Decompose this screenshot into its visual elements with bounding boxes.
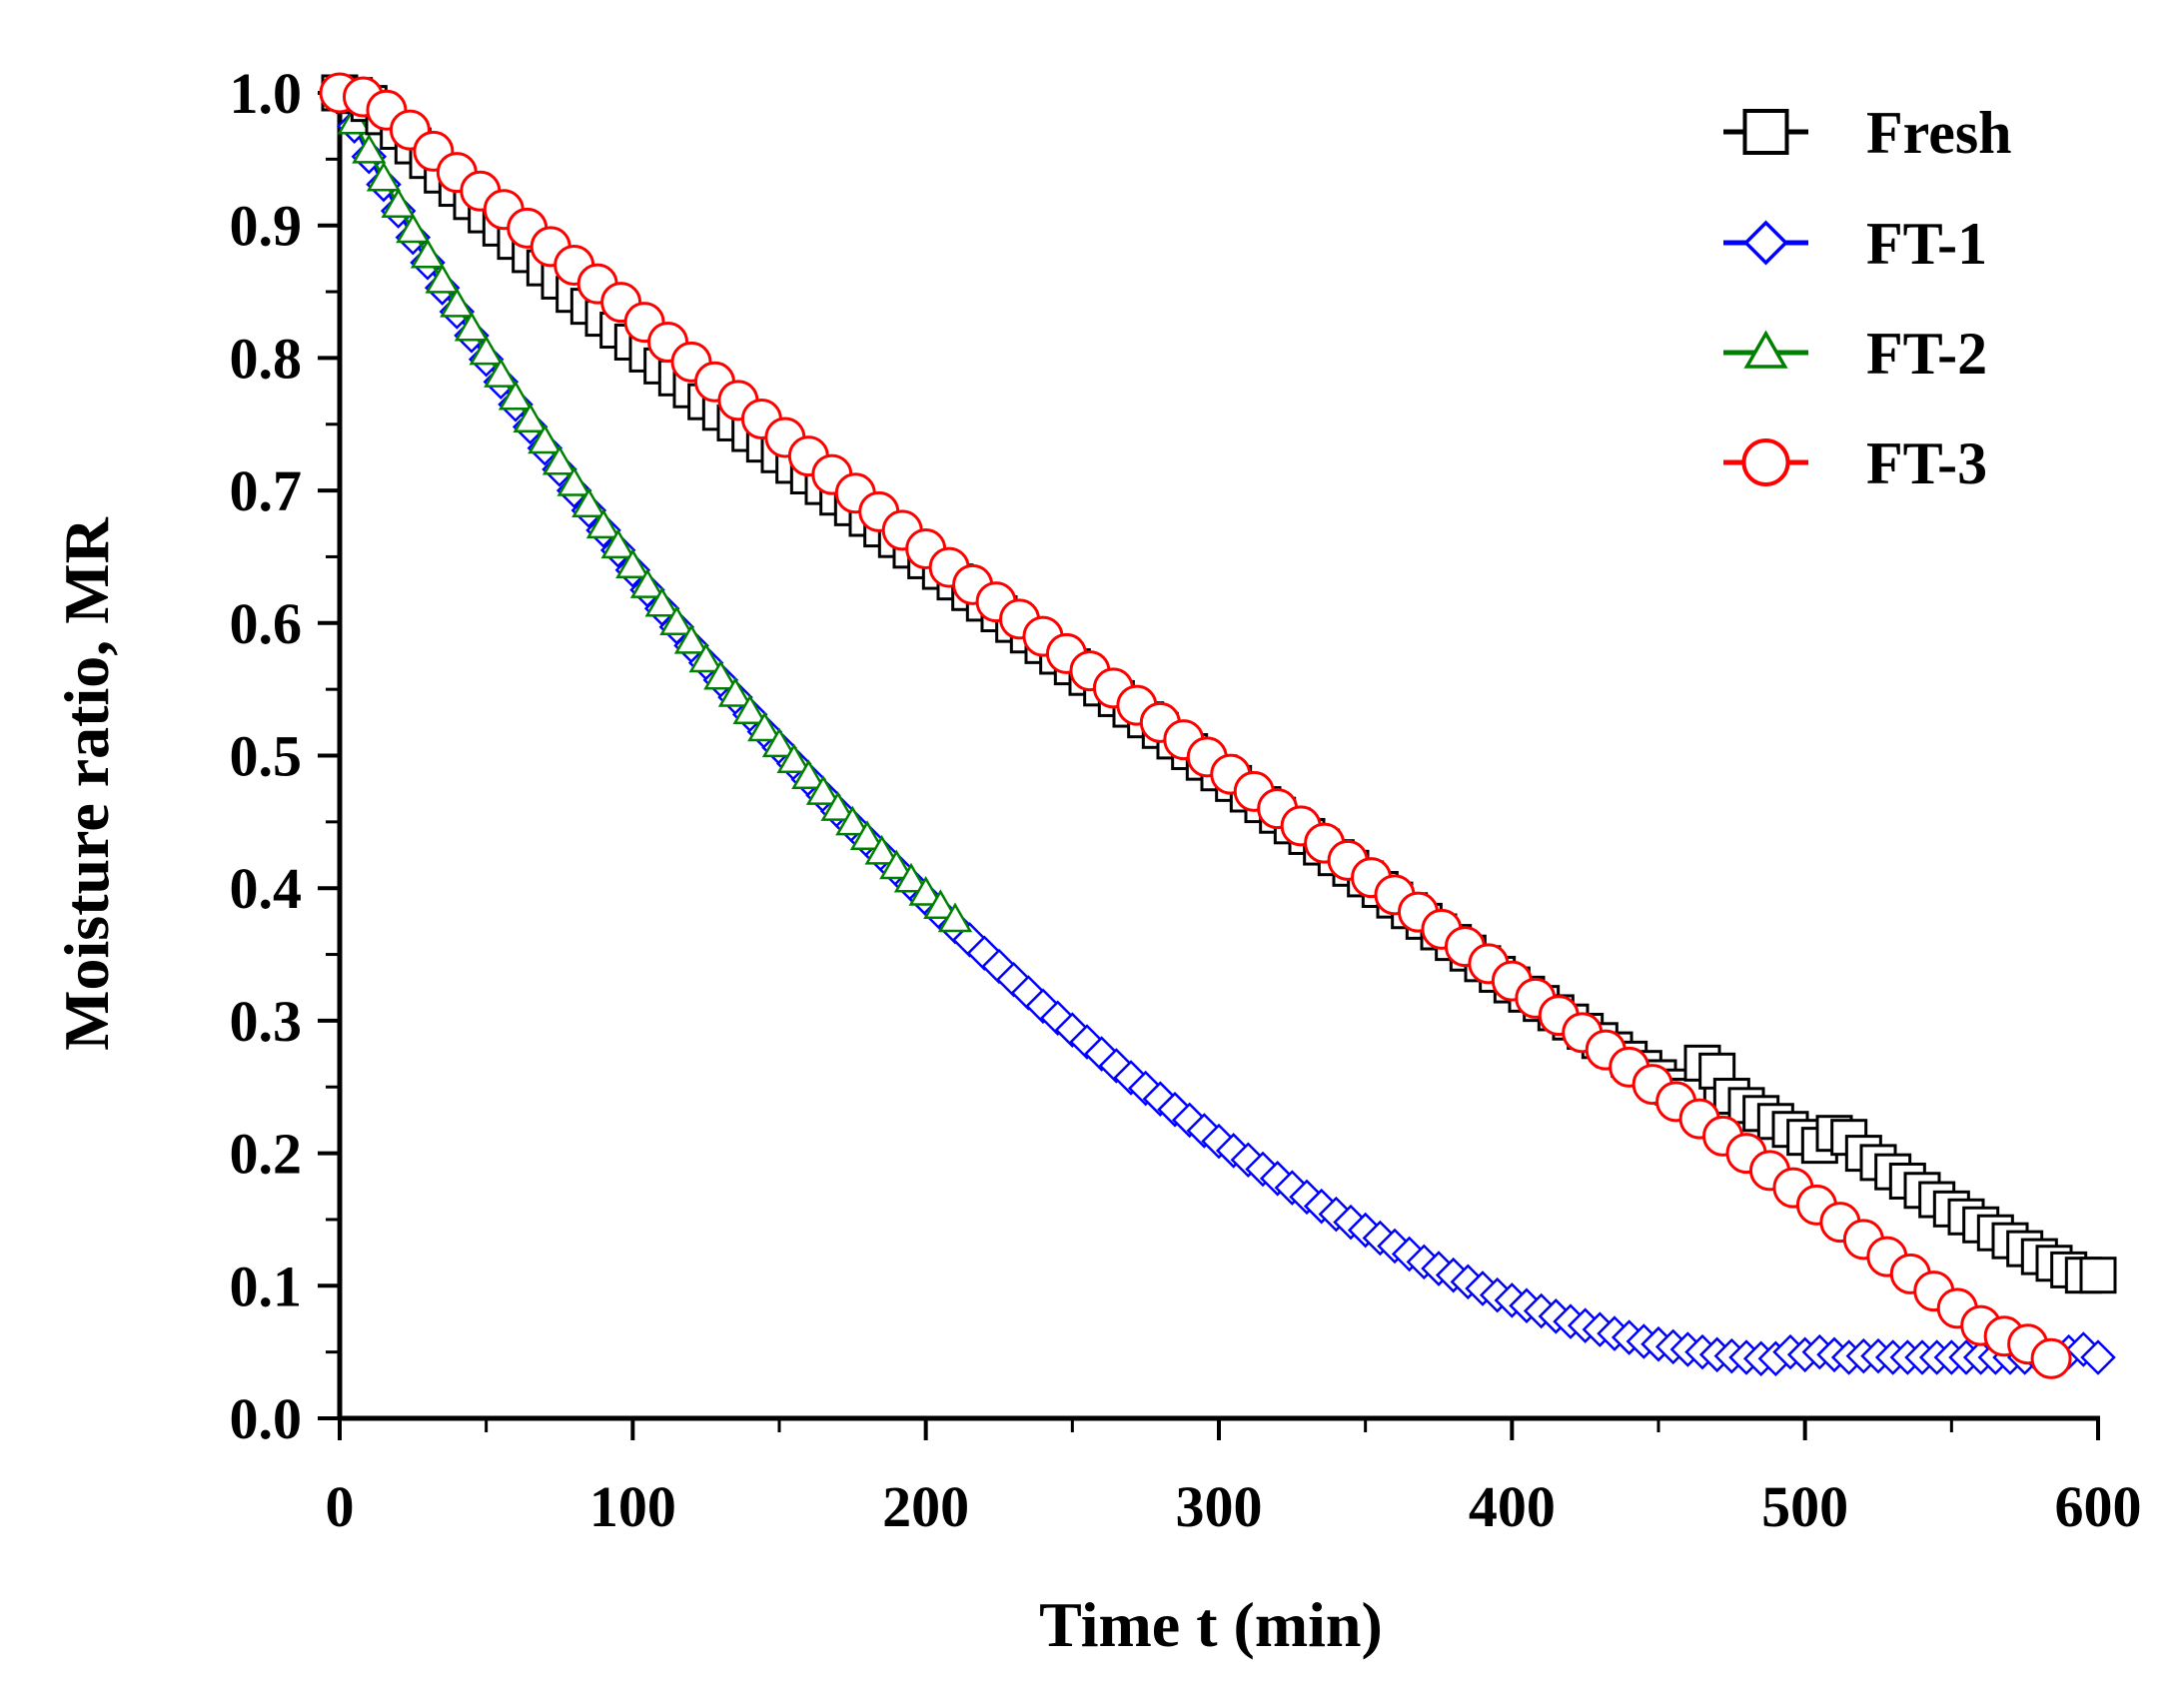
y-tick-label: 0.1 xyxy=(230,1254,303,1318)
y-tick-label: 0.5 xyxy=(230,724,303,789)
data-point xyxy=(440,287,475,318)
x-tick-label: 500 xyxy=(1761,1474,1848,1539)
x-axis-title: Time t (min) xyxy=(1039,1589,1383,1660)
series-layer xyxy=(319,72,2117,1379)
data-point xyxy=(747,711,782,742)
axes: 0 100 200 300 400 500 600 0.0 0.1 0.2 0.3 0.4 0.5 0.6… xyxy=(230,61,2142,1539)
data-point xyxy=(717,676,753,707)
data-point xyxy=(600,528,635,559)
data-point xyxy=(732,694,767,724)
data-point xyxy=(454,311,490,342)
data-point xyxy=(513,403,547,433)
legend-marker xyxy=(1743,330,1788,369)
legend-item: FT-1 xyxy=(1723,211,1987,277)
data-point xyxy=(615,548,650,578)
data-point xyxy=(673,623,709,654)
data-point xyxy=(820,791,855,821)
series-ft-2 xyxy=(322,75,973,933)
data-point xyxy=(688,642,723,673)
legend-label: FT-2 xyxy=(1866,321,1987,387)
y-tick-label: 0.6 xyxy=(230,591,303,656)
y-tick-label: 1.0 xyxy=(230,61,303,126)
data-point xyxy=(659,605,694,636)
data-point xyxy=(425,263,460,294)
axis-labels: Time t (min) Moisture ratio, MR xyxy=(51,516,1383,1660)
y-tick-label: 0.0 xyxy=(230,1386,303,1451)
data-point xyxy=(908,876,943,906)
legend-label: FT-1 xyxy=(1866,211,1987,277)
legend-marker xyxy=(1742,109,1789,155)
data-point xyxy=(849,820,885,851)
data-point xyxy=(484,358,519,388)
legend-marker xyxy=(1743,220,1788,266)
x-tick-label: 600 xyxy=(2055,1474,2142,1539)
series-ft-3 xyxy=(319,72,2072,1379)
data-point xyxy=(923,889,958,920)
x-tick-label: 0 xyxy=(326,1474,355,1539)
y-tick-label: 0.9 xyxy=(230,194,303,259)
legend-item: Fresh xyxy=(1723,100,2012,166)
y-tick-label: 0.7 xyxy=(230,458,303,523)
data-point xyxy=(410,238,446,269)
data-point xyxy=(937,902,973,933)
legend-marker xyxy=(1741,438,1790,486)
data-point xyxy=(571,487,606,517)
legend-label: FT-3 xyxy=(1866,430,1987,496)
data-point xyxy=(585,508,621,539)
x-tick-label: 100 xyxy=(589,1474,676,1539)
data-point xyxy=(703,659,738,690)
legend-item: FT-2 xyxy=(1723,321,1987,387)
data-point xyxy=(791,759,826,789)
data-point xyxy=(2080,1339,2116,1375)
data-point xyxy=(864,834,899,865)
data-point xyxy=(644,586,679,617)
data-point xyxy=(893,862,929,893)
data-point xyxy=(835,805,870,836)
legend-label: Fresh xyxy=(1866,100,2012,166)
data-point xyxy=(2079,1257,2117,1294)
data-point xyxy=(629,568,665,598)
data-point xyxy=(879,849,914,880)
data-point xyxy=(805,775,841,805)
data-point xyxy=(352,133,387,164)
data-point xyxy=(2030,1337,2072,1379)
data-point xyxy=(556,465,591,496)
data-point xyxy=(776,743,811,774)
x-tick-label: 400 xyxy=(1469,1474,1556,1539)
y-tick-label: 0.8 xyxy=(230,326,303,391)
data-point xyxy=(542,444,577,475)
legend-item: FT-3 xyxy=(1723,430,1987,496)
y-tick-label: 0.4 xyxy=(230,856,303,921)
x-tick-label: 300 xyxy=(1176,1474,1263,1539)
legend: Fresh FT-1 FT-2 FT-3 xyxy=(1723,100,2012,496)
y-tick-label: 0.2 xyxy=(230,1122,303,1187)
y-tick-label: 0.3 xyxy=(230,989,303,1054)
data-point xyxy=(498,380,534,411)
x-tick-label: 200 xyxy=(882,1474,969,1539)
data-point xyxy=(366,161,402,192)
data-point xyxy=(469,335,504,366)
data-point xyxy=(396,213,431,244)
y-axis-title: Moisture ratio, MR xyxy=(51,516,122,1051)
data-point xyxy=(381,188,416,219)
data-point xyxy=(528,424,562,454)
data-point xyxy=(761,727,797,758)
